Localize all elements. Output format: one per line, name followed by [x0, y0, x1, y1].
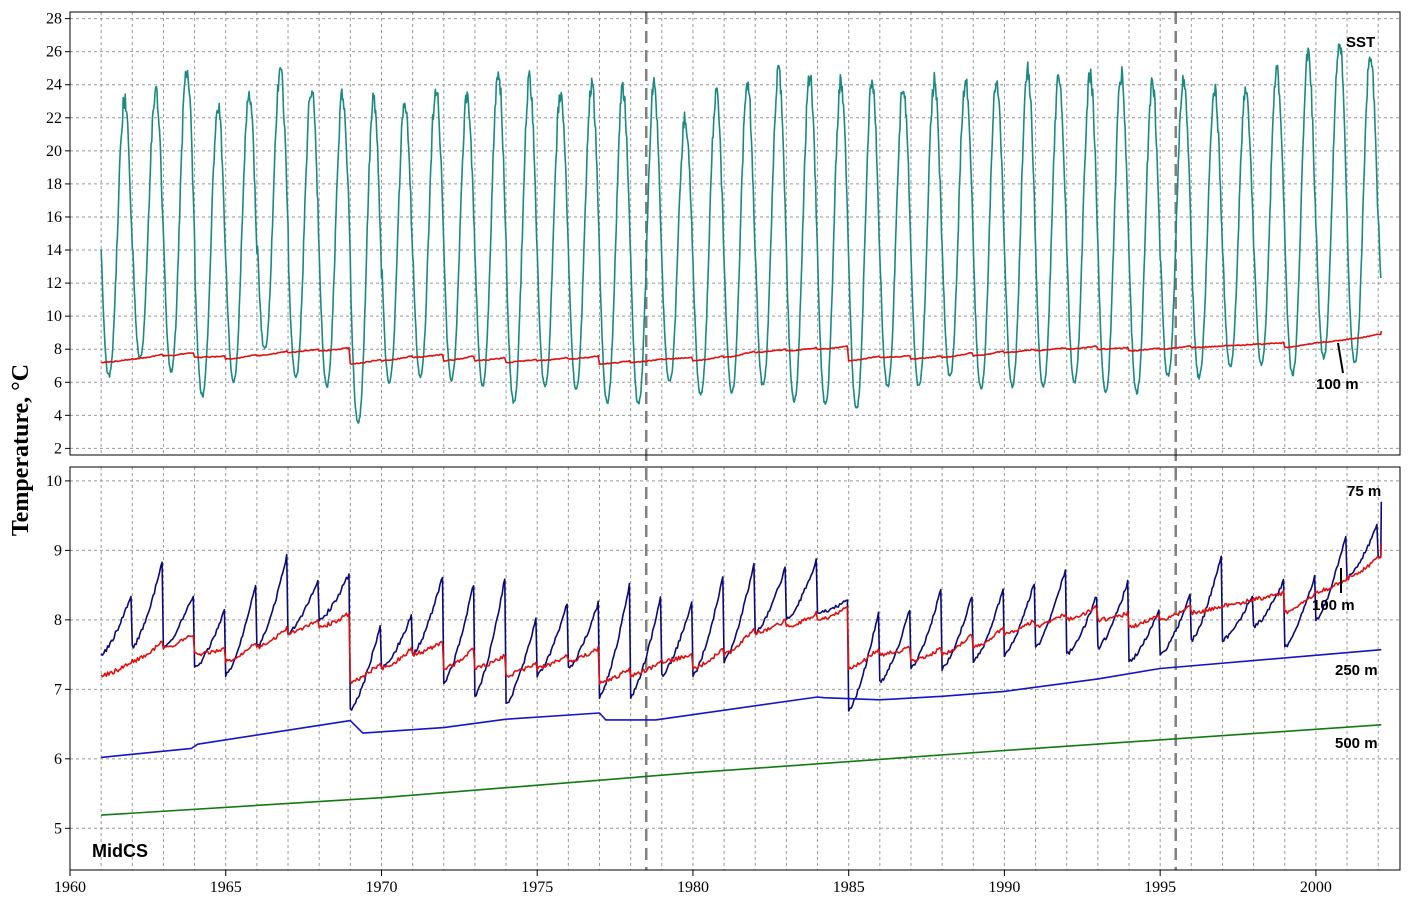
series-label-75m: 75 m: [1347, 483, 1381, 500]
y-tick-label: 26: [46, 44, 62, 61]
site-label: MidCS: [92, 841, 148, 861]
x-tick-label: 1960: [54, 879, 86, 896]
y-tick-label: 8: [54, 612, 62, 629]
series-label-250m: 250 m: [1335, 662, 1378, 679]
pointer-100m-top: [1337, 342, 1344, 374]
series-line-100m-bottom: [100, 543, 1383, 686]
series-layer: [100, 43, 1383, 816]
series-line-75m-bottom: [100, 501, 1383, 712]
y-tick-label: 16: [46, 209, 62, 226]
y-tick-label: 5: [54, 820, 62, 837]
y-tick-label: 10: [46, 473, 62, 490]
y-tick-label: 10: [46, 308, 62, 325]
x-tick-label: 1995: [1144, 879, 1176, 896]
grid-layer: [70, 12, 1400, 870]
y-tick-label: 28: [46, 11, 62, 28]
x-tick-label: 1975: [521, 879, 553, 896]
y-tick-label: 6: [54, 374, 62, 391]
x-tick-label: 1990: [988, 879, 1020, 896]
series-label-500m: 500 m: [1335, 735, 1378, 752]
y-tick-label: 7: [54, 681, 62, 698]
y-tick-label: 22: [46, 110, 62, 127]
axes-layer: [65, 11, 1401, 876]
y-tick-label: 14: [46, 242, 62, 259]
series-label-100m-bottom: 100 m: [1312, 597, 1355, 614]
x-tick-label: 1965: [210, 879, 242, 896]
series-line-sst-top: [100, 43, 1382, 424]
y-tick-label: 24: [46, 77, 62, 94]
y-axis-label: Temperature, °C: [8, 364, 34, 536]
panel-frame: [69, 466, 1401, 871]
y-tick-label: 8: [54, 341, 62, 358]
series-label-100m-top: 100 m: [1316, 376, 1359, 393]
x-tick-label: 2000: [1300, 879, 1332, 896]
series-line-500m-bottom: [101, 724, 1382, 816]
y-tick-label: 20: [46, 143, 62, 160]
y-tick-label: 18: [46, 176, 62, 193]
y-tick-label: 2: [54, 440, 62, 457]
y-tick-label: 6: [54, 751, 62, 768]
series-label-sst: SST: [1346, 34, 1375, 51]
y-tick-label: 4: [54, 407, 62, 424]
event-lines: [644, 12, 1177, 870]
x-tick-label: 1980: [677, 879, 709, 896]
panel-frame: [69, 11, 1401, 456]
series-line-100m-top: [100, 330, 1383, 366]
y-tick-label: 12: [46, 275, 62, 292]
series-line-250m-bottom: [101, 648, 1382, 759]
x-tick-label: 1970: [365, 879, 397, 896]
y-tick-label: 9: [54, 542, 62, 559]
x-tick-label: 1985: [833, 879, 865, 896]
